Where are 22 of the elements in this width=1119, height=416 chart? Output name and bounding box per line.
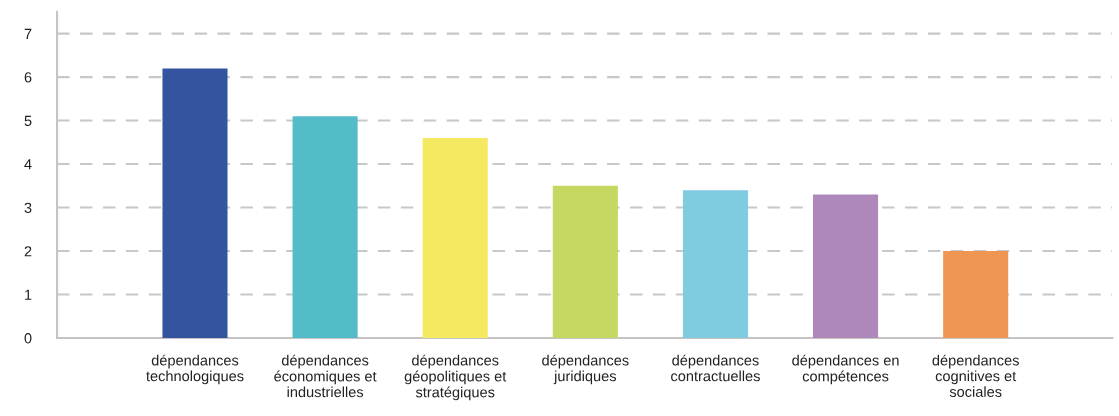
- x-tick-label: dépendances contractuelles: [671, 354, 760, 382]
- bar: [422, 137, 488, 338]
- x-tick-label: dépendances cognitives et sociales: [932, 354, 1019, 397]
- y-tick-label: 2: [24, 246, 32, 257]
- x-tick-label: dépendances géopolitiques et stratégiques: [404, 354, 507, 401]
- y-tick-label: 0: [24, 333, 32, 344]
- bar: [162, 68, 228, 338]
- bar: [813, 194, 879, 338]
- bar: [292, 116, 358, 338]
- bar: [943, 251, 1009, 338]
- x-tick-label: dépendances technologiques: [146, 354, 244, 385]
- bar: [552, 185, 618, 338]
- y-tick-label: 6: [24, 72, 32, 83]
- y-tick-label: 1: [25, 289, 32, 300]
- x-tick-label: dépendances économiques et industrielles: [274, 354, 377, 398]
- x-tick-label: dépendances juridiques: [542, 354, 629, 385]
- x-tick-label: dépendances en compétences: [792, 354, 899, 385]
- y-tick-label: 3: [24, 202, 32, 213]
- bar: [682, 190, 748, 338]
- y-tick-label: 7: [24, 28, 32, 39]
- y-tick-label: 5: [24, 115, 32, 126]
- y-tick-label: 4: [24, 159, 32, 170]
